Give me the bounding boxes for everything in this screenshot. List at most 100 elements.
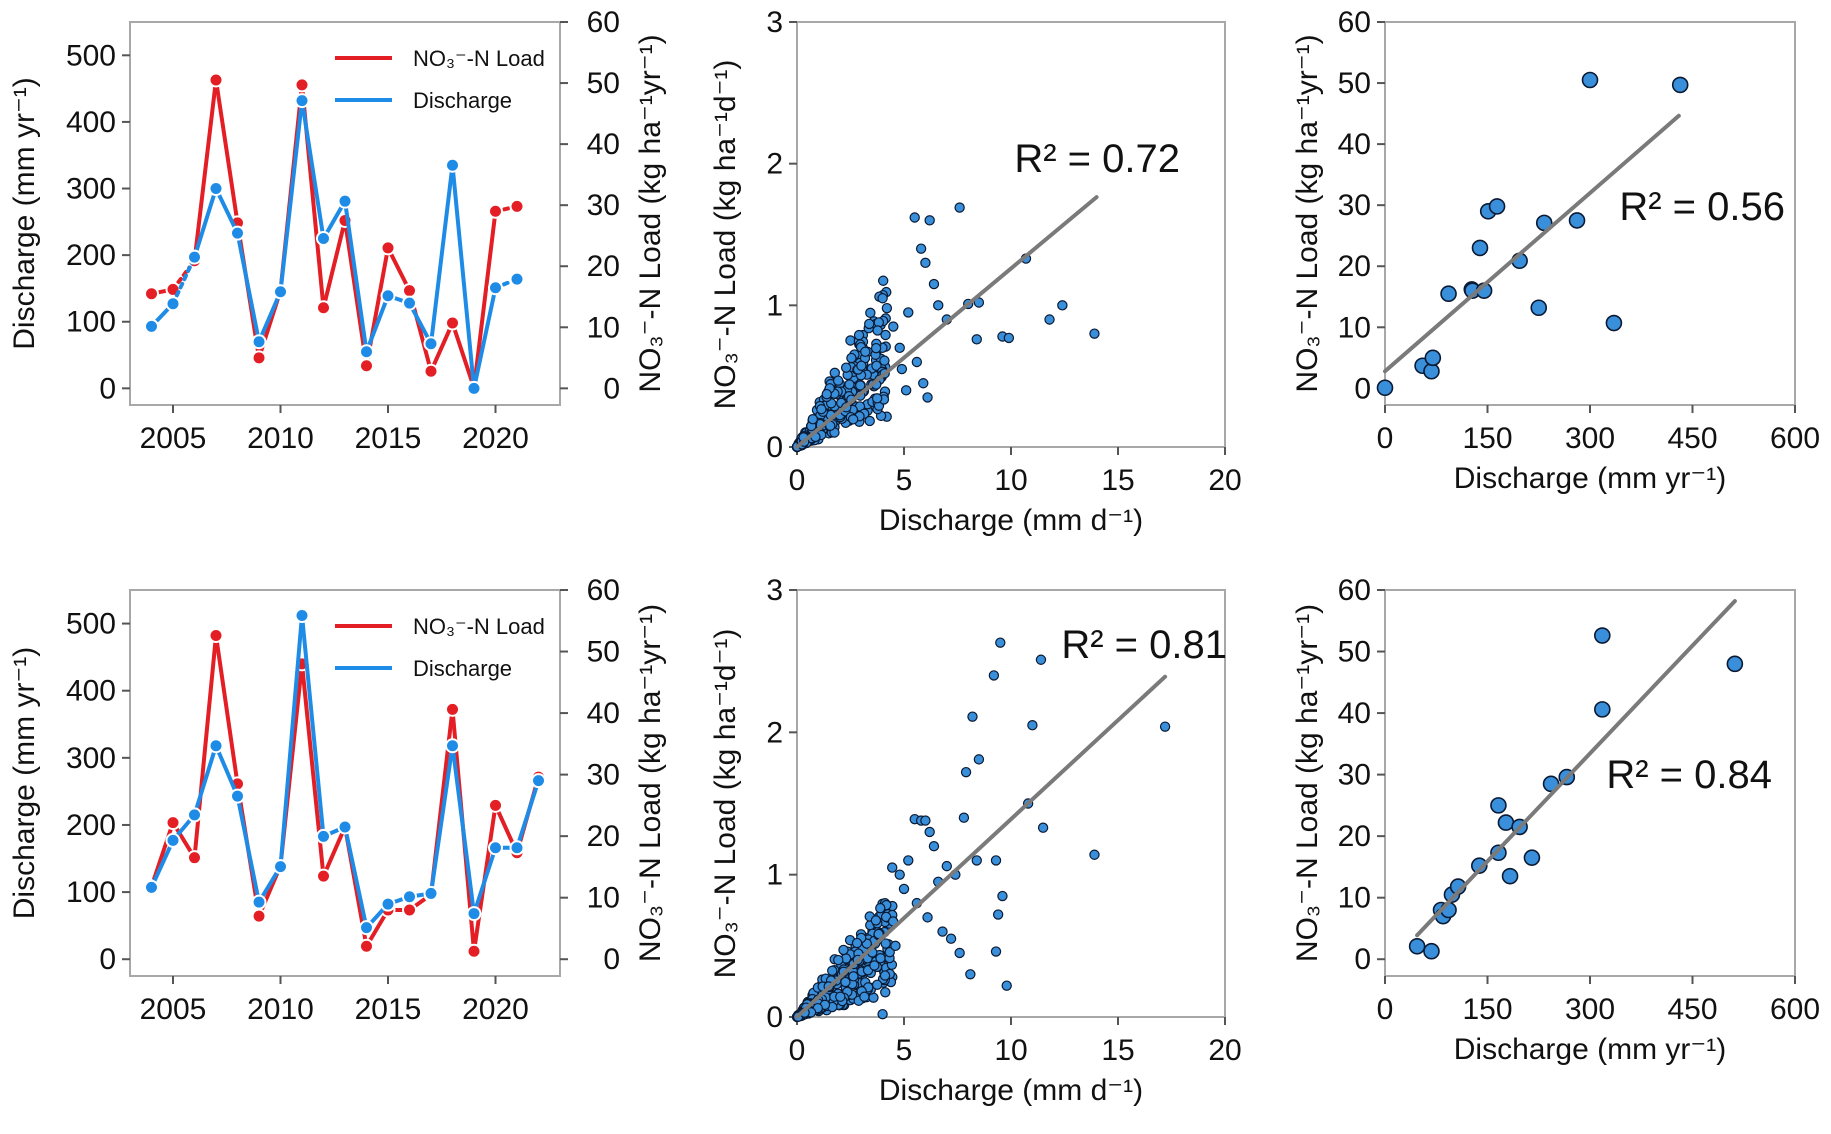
scatter-point xyxy=(995,637,1006,648)
scatter-point xyxy=(1726,655,1744,673)
series-segment-discharge xyxy=(300,613,326,839)
y-tick-label: 400 xyxy=(66,675,116,708)
series-segment-load xyxy=(321,218,347,310)
y-tick-label: 0 xyxy=(99,943,116,976)
series-point-load xyxy=(316,868,331,884)
series-segment-discharge xyxy=(300,98,326,241)
scatter-point xyxy=(1037,822,1049,833)
scatter-point xyxy=(909,212,920,223)
series-point-load xyxy=(466,943,482,959)
series-segment-discharge xyxy=(472,285,498,391)
x-tick-label: 2020 xyxy=(462,422,529,455)
series-point-load xyxy=(165,815,181,831)
scatter-point xyxy=(937,926,948,937)
series-segment-discharge xyxy=(278,98,304,294)
scatter-point xyxy=(973,754,985,765)
y-tick-label: 0 xyxy=(99,372,116,405)
scatter-point xyxy=(844,379,855,390)
series-point-load xyxy=(187,850,202,866)
series-point-discharge xyxy=(294,608,310,624)
scatter-point xyxy=(920,257,931,269)
series-point-discharge xyxy=(316,230,331,246)
y-axis-title: NO₃⁻-N Load (kg ha⁻¹yr⁻¹) xyxy=(1291,604,1324,962)
series-point-load xyxy=(208,628,224,644)
legend-label-load: NO₃⁻-N Load xyxy=(413,46,545,71)
scatter-point xyxy=(924,215,935,226)
series-segment-load xyxy=(300,661,326,879)
scatter-point xyxy=(900,385,912,396)
scatter-point xyxy=(870,342,882,354)
scatter-point xyxy=(896,363,908,375)
y-tick-label: 400 xyxy=(66,106,116,139)
series-point-discharge xyxy=(251,334,267,350)
series-segment-load xyxy=(450,321,476,390)
series-point-load xyxy=(423,363,439,379)
series-point-discharge xyxy=(380,288,396,304)
ts-bottom: 2005 2010 2015 2020 0 100 200 300 400 500 0 10 20 30 4… xyxy=(8,574,667,1026)
scatter-point xyxy=(890,940,901,952)
scatter-point xyxy=(1044,314,1055,325)
series-point-load xyxy=(359,358,374,374)
ts-bottom-frame xyxy=(129,589,561,977)
scatter-point xyxy=(1497,814,1515,831)
series-point-discharge xyxy=(445,157,460,173)
series-segment-load xyxy=(472,209,498,390)
legend-label-discharge: Discharge xyxy=(413,88,512,113)
scatter-point xyxy=(918,378,929,389)
y-tick-label: 200 xyxy=(66,239,116,272)
scatter-point xyxy=(878,275,889,286)
daily-bottom: 0 5 10 15 20 0 1 2 3 Discharge (mm d⁻¹) NO₃⁻-N Loa… xyxy=(709,574,1242,1107)
series-point-load xyxy=(316,300,331,316)
x-tick-label: 15 xyxy=(1101,1034,1134,1067)
scatter-point xyxy=(1671,76,1689,94)
scatter-point xyxy=(1057,300,1068,311)
series-point-discharge xyxy=(509,840,525,856)
annual-bottom: 0 150 300 450 600 0 10 20 30 40 50 60 Discharge (mm … xyxy=(1291,574,1820,1066)
scatter-point xyxy=(967,711,978,722)
x-tick-label: 600 xyxy=(1770,422,1820,455)
y2-tick-label: 30 xyxy=(587,189,620,222)
series-point-load xyxy=(380,240,396,256)
y-tick-label: 10 xyxy=(1338,311,1371,344)
scatter-point xyxy=(860,346,871,357)
fit-line xyxy=(1415,599,1737,938)
scatter-point xyxy=(869,960,880,971)
scatter-point xyxy=(928,278,940,290)
series-point-load xyxy=(445,315,460,331)
scatter-point xyxy=(832,375,844,386)
series-segment-discharge xyxy=(515,778,541,850)
r-squared-label: R² = 0.56 xyxy=(1619,185,1785,229)
series-point-load xyxy=(445,701,460,717)
x-tick-label: 450 xyxy=(1667,422,1717,455)
y2-tick-label: 50 xyxy=(587,636,620,669)
series-segment-discharge xyxy=(343,824,369,930)
y2-tick-label: 0 xyxy=(603,943,620,976)
scatter-point xyxy=(888,321,899,332)
y-tick-label: 200 xyxy=(66,809,116,842)
y-axis-title: Discharge (mm yr⁻¹) xyxy=(8,647,41,920)
y2-tick-label: 40 xyxy=(587,128,620,161)
x-tick-label: 0 xyxy=(789,1034,806,1067)
y-tick-label: 300 xyxy=(66,742,116,775)
series-point-discharge xyxy=(359,344,374,360)
y2-tick-label: 60 xyxy=(587,574,620,607)
scatter-point xyxy=(1159,721,1171,732)
series-segment-discharge xyxy=(214,743,240,799)
x-tick-label: 15 xyxy=(1101,464,1134,497)
scatter-point xyxy=(884,946,895,958)
series-segment-discharge xyxy=(192,743,218,817)
scatter-point xyxy=(807,413,819,425)
scatter-point xyxy=(945,933,957,944)
scatter-point xyxy=(880,938,891,949)
scatter-point xyxy=(988,670,1000,681)
scatter-point xyxy=(1488,198,1506,215)
x-axis-title: Discharge (mm yr⁻¹) xyxy=(1454,1033,1727,1066)
y-tick-label: 3 xyxy=(766,574,783,607)
scatter-point xyxy=(833,954,844,966)
series-segment-load xyxy=(386,245,412,293)
series-point-discharge xyxy=(294,93,310,109)
scatter-point xyxy=(1605,314,1623,332)
x-tick-label: 0 xyxy=(1377,993,1394,1026)
y-axis-title: NO₃⁻-N Load (kg ha⁻¹d⁻¹) xyxy=(709,60,742,410)
scatter-point xyxy=(971,855,982,866)
